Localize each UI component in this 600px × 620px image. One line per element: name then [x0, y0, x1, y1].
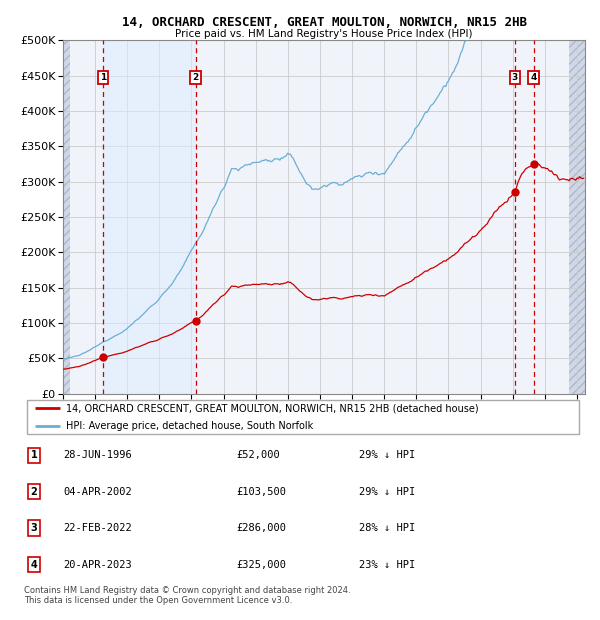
Text: 2: 2	[193, 73, 199, 82]
Text: HPI: Average price, detached house, South Norfolk: HPI: Average price, detached house, Sout…	[66, 421, 313, 431]
Text: £286,000: £286,000	[236, 523, 286, 533]
FancyBboxPatch shape	[27, 399, 579, 434]
Text: 20-APR-2023: 20-APR-2023	[63, 560, 132, 570]
Text: 23% ↓ HPI: 23% ↓ HPI	[359, 560, 415, 570]
Text: 3: 3	[31, 523, 37, 533]
Text: 28% ↓ HPI: 28% ↓ HPI	[359, 523, 415, 533]
Text: 1: 1	[31, 450, 37, 460]
Bar	[63, 40, 70, 394]
Text: £325,000: £325,000	[236, 560, 286, 570]
Text: Contains HM Land Registry data © Crown copyright and database right 2024.
This d: Contains HM Land Registry data © Crown c…	[24, 586, 350, 605]
Text: Price paid vs. HM Land Registry's House Price Index (HPI): Price paid vs. HM Land Registry's House …	[175, 29, 473, 39]
Text: 29% ↓ HPI: 29% ↓ HPI	[359, 450, 415, 460]
Text: 14, ORCHARD CRESCENT, GREAT MOULTON, NORWICH, NR15 2HB: 14, ORCHARD CRESCENT, GREAT MOULTON, NOR…	[121, 16, 527, 29]
Text: 28-JUN-1996: 28-JUN-1996	[63, 450, 132, 460]
Text: 4: 4	[530, 73, 537, 82]
Text: 1: 1	[100, 73, 106, 82]
Text: £103,500: £103,500	[236, 487, 286, 497]
Text: 4: 4	[31, 560, 37, 570]
Text: 04-APR-2002: 04-APR-2002	[63, 487, 132, 497]
Text: £52,000: £52,000	[236, 450, 280, 460]
Text: 14, ORCHARD CRESCENT, GREAT MOULTON, NORWICH, NR15 2HB (detached house): 14, ORCHARD CRESCENT, GREAT MOULTON, NOR…	[66, 404, 478, 414]
Bar	[569, 40, 585, 394]
Text: 22-FEB-2022: 22-FEB-2022	[63, 523, 132, 533]
Bar	[103, 40, 196, 394]
Text: 29% ↓ HPI: 29% ↓ HPI	[359, 487, 415, 497]
Text: 2: 2	[31, 487, 37, 497]
Text: 3: 3	[512, 73, 518, 82]
